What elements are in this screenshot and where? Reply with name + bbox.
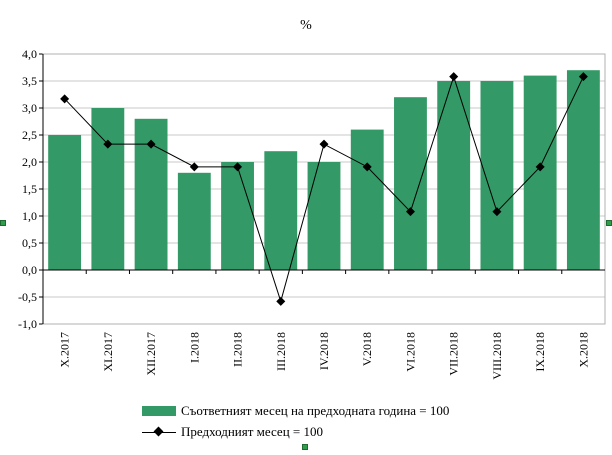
bar-VIII.2018: [480, 81, 514, 270]
x-tick-label-IX.2018: IX.2018: [533, 332, 547, 372]
x-tick-label-V.2018: V.2018: [360, 332, 374, 366]
chart-title: %: [300, 18, 312, 33]
selection-handle-right[interactable]: [606, 220, 612, 226]
legend: Съответният месец на предходната година …: [142, 400, 449, 442]
x-tick-label-VI.2018: VI.2018: [403, 332, 417, 372]
y-tick-label: 0,0: [22, 263, 37, 277]
line-point-XII.2017: [146, 139, 156, 149]
x-tick-label-X.2017: X.2017: [58, 332, 72, 368]
x-tick-label-XI.2017: XI.2017: [101, 332, 115, 372]
bar-VII.2018: [437, 81, 471, 270]
x-tick-label-VII.2018: VII.2018: [447, 332, 461, 376]
y-tick-label: 3,5: [22, 74, 37, 88]
line-point-I.2018: [189, 162, 199, 172]
line-series: [60, 72, 588, 306]
axes: [39, 53, 606, 325]
line-point-V.2018: [362, 162, 372, 172]
y-tick-labels: 4,0 3,5 3,0 2,5 2,0 1,5 1,0 0,5 0,0 -0,5 -1,0: [18, 47, 37, 331]
line-point-IV.2018: [319, 139, 329, 149]
y-tick-label: 3,0: [22, 101, 37, 115]
y-tick-label: 1,0: [22, 209, 37, 223]
y-tick-label: 1,5: [22, 182, 37, 196]
x-tick-label-X.2018: X.2018: [576, 332, 590, 368]
selection-handle-left[interactable]: [0, 220, 6, 226]
y-tick-label: 0,5: [22, 236, 37, 250]
selection-handle-bottom[interactable]: [302, 444, 308, 450]
y-tick-label: 2,5: [22, 128, 37, 142]
line-point-II.2018: [233, 162, 243, 172]
line-point-VII.2018: [449, 72, 459, 82]
legend-line-swatch: [142, 427, 176, 437]
legend-bar-swatch: [142, 405, 176, 416]
line-point-VI.2018: [405, 207, 415, 217]
x-tick-label-VIII.2018: VIII.2018: [490, 332, 504, 380]
y-tick-label: -0,5: [18, 290, 37, 304]
line-point-III.2018: [276, 296, 286, 306]
bar-X.2018: [566, 70, 600, 270]
x-tick-label-III.2018: III.2018: [274, 332, 288, 371]
bar-XI.2017: [91, 108, 125, 270]
bar-IX.2018: [523, 75, 557, 270]
x-tick-label-II.2018: II.2018: [231, 332, 245, 367]
line-point-VIII.2018: [492, 207, 502, 217]
bar-I.2018: [177, 172, 211, 270]
x-tick-labels: X.2017 XI.2017 XII.2017 I.2018 II.2018 III.20…: [58, 332, 591, 380]
legend-item-line: Предходният месец = 100: [142, 421, 449, 442]
bar-V.2018: [350, 129, 384, 270]
legend-bar-label: Съответният месец на предходната година …: [181, 402, 450, 418]
bar-series: [48, 70, 600, 270]
line-point-X.2017: [60, 94, 70, 104]
line-point-XI.2017: [103, 139, 113, 149]
x-tick-label-IV.2018: IV.2018: [317, 332, 331, 370]
bar-II.2018: [221, 162, 254, 270]
y-tick-label: 2,0: [22, 155, 37, 169]
legend-item-bar: Съответният месец на предходната година …: [142, 400, 449, 421]
legend-line-label: Предходният месец = 100: [181, 423, 323, 439]
line-point-IX.2018: [535, 162, 545, 172]
y-tick-label: 4,0: [22, 47, 37, 61]
y-tick-label: -1,0: [18, 317, 37, 331]
bar-VI.2018: [394, 97, 427, 270]
bar-IV.2018: [307, 162, 341, 270]
line-point-X.2018: [578, 72, 588, 82]
x-tick-label-XII.2017: XII.2017: [144, 332, 158, 376]
bar-X.2017: [48, 135, 82, 270]
x-tick-label-I.2018: I.2018: [187, 332, 201, 363]
bar-III.2018: [264, 151, 298, 270]
